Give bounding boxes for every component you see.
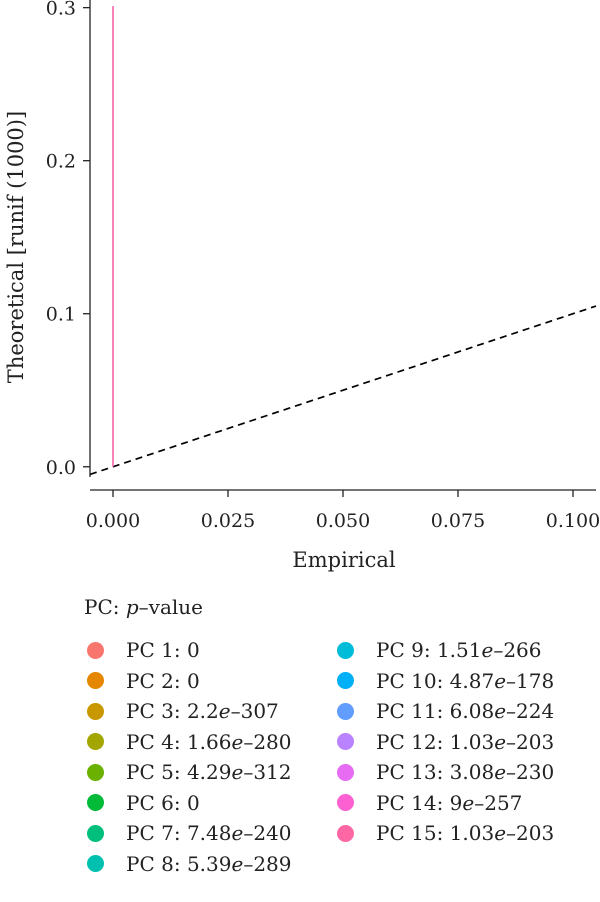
legend-item: PC 13: 3.08e–230: [334, 757, 554, 788]
legend-title-prefix: PC:: [84, 595, 126, 619]
legend-swatch: [337, 824, 354, 842]
legend-title: PC: p–value: [84, 595, 203, 619]
legend-item: PC 4: 1.66e–280: [84, 727, 292, 758]
legend-item: PC 2: 0: [84, 666, 292, 697]
x-tick-label: 0.050: [316, 510, 370, 532]
y-axis-title: Theoretical [runif (1000)]: [4, 111, 28, 383]
x-tick-label: 0.025: [201, 510, 255, 532]
legend-label: PC 1: 0: [126, 638, 200, 663]
legend-column-2: PC 9: 1.51e–266 PC 10: 4.87e–178 PC 11: 6.…: [334, 635, 554, 849]
legend-swatch: [337, 794, 354, 812]
legend-label: PC 12: 1.03e–203: [376, 729, 555, 754]
legend-label: PC 14: 9e–257: [376, 790, 523, 815]
legend-item: PC 3: 2.2e–307: [84, 696, 292, 727]
legend-item: PC 11: 6.08e–224: [334, 696, 554, 727]
legend-swatch: [337, 641, 354, 659]
legend-item: PC 1: 0: [84, 635, 292, 666]
legend-label: PC 13: 3.08e–230: [376, 760, 555, 785]
legend-swatch: [87, 763, 104, 781]
x-tick-label: 0.100: [546, 510, 600, 532]
legend-label: PC 9: 1.51e–266: [376, 638, 542, 663]
legend-item: PC 9: 1.51e–266: [334, 635, 554, 666]
legend-label: PC 2: 0: [126, 668, 200, 693]
legend-swatch: [337, 672, 354, 690]
legend-item: PC 10: 4.87e–178: [334, 666, 554, 697]
legend-item: PC 12: 1.03e–203: [334, 727, 554, 758]
legend-item: PC 15: 1.03e–203: [334, 818, 554, 849]
legend-label: PC 11: 6.08e–224: [376, 699, 555, 724]
legend-item: PC 7: 7.48e–240: [84, 818, 292, 849]
legend-swatch: [87, 702, 104, 720]
legend-label: PC 5: 4.29e–312: [126, 760, 292, 785]
legend-item: PC 14: 9e–257: [334, 788, 554, 819]
x-axis-title: Empirical: [292, 548, 395, 572]
legend-item: PC 6: 0: [84, 788, 292, 819]
legend-swatch: [87, 733, 104, 751]
legend-swatch: [87, 672, 104, 690]
legend-swatch: [87, 641, 104, 659]
legend-title-italic: p: [125, 595, 139, 619]
legend-label: PC 8: 5.39e–289: [126, 851, 292, 876]
legend-label: PC 7: 7.48e–240: [126, 821, 292, 846]
legend-column-1: PC 1: 0 PC 2: 0 PC 3: 2.2e–307 PC 4: 1.66e–…: [84, 635, 292, 879]
legend-item: PC 8: 5.39e–289: [84, 849, 292, 880]
x-tick-label: 0.075: [431, 510, 485, 532]
qq-plot: 0.000 0.025 0.050 0.075 0.100 0.0 0.1 0.2 0.3 E…: [4, 0, 600, 572]
y-tick-label: 0.0: [46, 457, 76, 479]
legend-label: PC 6: 0: [126, 790, 200, 815]
legend-swatch: [337, 702, 354, 720]
legend: PC: p–value PC 1: 0 PC 2: 0 PC 3: 2.2e–307…: [84, 595, 584, 895]
y-tick-label: 0.3: [46, 0, 76, 20]
legend-label: PC 3: 2.2e–307: [126, 699, 279, 724]
legend-label: PC 15: 1.03e–203: [376, 821, 555, 846]
x-tick-label: 0.000: [86, 510, 140, 532]
legend-swatch: [337, 763, 354, 781]
legend-title-suffix: –value: [138, 595, 204, 619]
y-tick-label: 0.2: [46, 151, 76, 173]
legend-item: PC 5: 4.29e–312: [84, 757, 292, 788]
reference-line: [89, 305, 597, 476]
legend-label: PC 10: 4.87e–178: [376, 668, 555, 693]
legend-swatch: [337, 733, 354, 751]
legend-swatch: [87, 855, 104, 873]
legend-label: PC 4: 1.66e–280: [126, 729, 292, 754]
y-tick-label: 0.1: [46, 304, 76, 326]
legend-swatch: [87, 794, 104, 812]
legend-swatch: [87, 824, 104, 842]
